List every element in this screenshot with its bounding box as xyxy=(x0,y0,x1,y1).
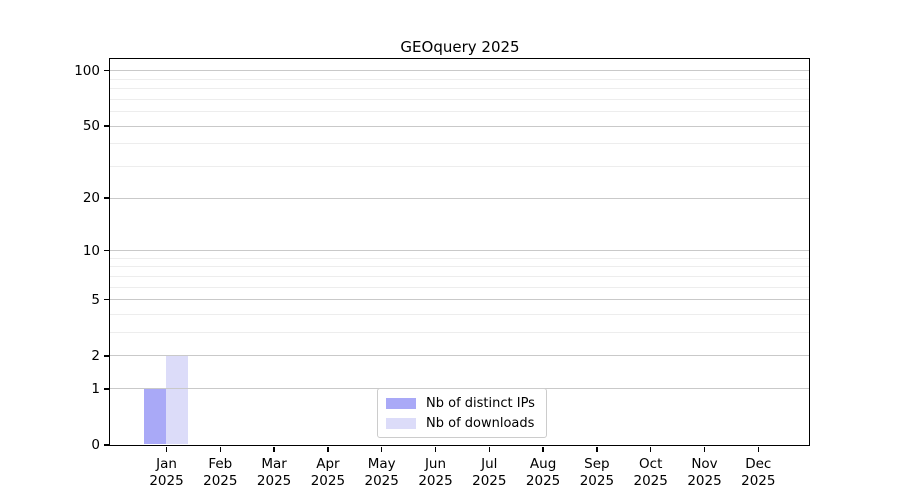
month-year: 2025 xyxy=(472,472,507,489)
gridline-minor-70 xyxy=(110,98,809,100)
y-tick-10 xyxy=(103,249,109,252)
x-tick-label-aug: Aug 2025 xyxy=(503,456,583,489)
gridline-minor-8 xyxy=(110,266,809,268)
chart-title: GEOquery 2025 xyxy=(400,38,520,56)
bar-distinct-ips-jan xyxy=(144,388,166,445)
month-name: Oct xyxy=(639,456,663,472)
x-tick-label-mar: Mar 2025 xyxy=(234,456,314,489)
x-tick-label-may: May 2025 xyxy=(342,456,422,489)
y-tick-label-5: 5 xyxy=(91,291,100,308)
month-name: Jun xyxy=(424,456,447,472)
y-tick-label-2: 2 xyxy=(91,347,100,364)
x-tick-label-dec: Dec 2025 xyxy=(718,456,798,489)
month-name: Mar xyxy=(261,456,287,472)
bar-downloads-jan xyxy=(166,355,188,445)
month-name: Aug xyxy=(529,456,557,472)
month-name: Feb xyxy=(208,456,233,472)
gridline-minor-4 xyxy=(110,313,809,315)
month-name: Dec xyxy=(745,456,772,472)
gridline-major-20 xyxy=(110,197,809,199)
x-tick-label-nov: Nov 2025 xyxy=(665,456,745,489)
x-tick-label-feb: Feb 2025 xyxy=(180,456,260,489)
gridline-minor-3 xyxy=(110,332,809,334)
x-tick-jun xyxy=(434,446,437,452)
x-tick-mar xyxy=(273,446,275,452)
legend-label-downloads: Nb of downloads xyxy=(426,415,535,431)
plot-area xyxy=(109,58,810,446)
y-tick-label-100: 100 xyxy=(74,62,100,79)
x-tick-jul xyxy=(488,446,491,452)
x-tick-may xyxy=(380,446,383,452)
y-tick-5 xyxy=(103,298,109,301)
gridline-minor-80 xyxy=(110,88,809,90)
month-year: 2025 xyxy=(203,472,238,489)
y-tick-label-0: 0 xyxy=(91,437,100,453)
month-name: Jul xyxy=(481,456,498,472)
month-year: 2025 xyxy=(364,472,399,489)
x-tick-nov xyxy=(703,446,706,452)
gridline-minor-90 xyxy=(110,78,809,80)
y-tick-20 xyxy=(103,197,109,199)
month-year: 2025 xyxy=(418,472,453,489)
x-tick-sep xyxy=(596,446,598,452)
month-year: 2025 xyxy=(741,472,776,489)
month-name: May xyxy=(367,456,396,472)
legend-entry-downloads: Nb of downloads xyxy=(386,416,538,431)
x-tick-dec xyxy=(757,446,760,452)
y-tick-label-10: 10 xyxy=(82,242,100,259)
gridline-minor-7 xyxy=(110,275,809,277)
gridline-major-2 xyxy=(110,355,809,357)
x-tick-apr xyxy=(327,446,329,452)
y-tick-label-1: 1 xyxy=(91,380,100,397)
month-name: Apr xyxy=(316,456,340,472)
month-year: 2025 xyxy=(633,472,668,489)
x-tick-label-jul: Jul 2025 xyxy=(449,456,529,489)
gridline-minor-6 xyxy=(110,286,809,288)
legend-entry-distinct-ips: Nb of distinct IPs xyxy=(386,396,538,411)
gridline-major-10 xyxy=(110,250,809,252)
month-year: 2025 xyxy=(310,472,346,489)
gridline-minor-30 xyxy=(110,166,809,167)
month-year: 2025 xyxy=(256,472,292,489)
legend-swatch-distinct-ips xyxy=(386,397,416,409)
x-tick-label-jan: Jan 2025 xyxy=(127,456,207,489)
month-year: 2025 xyxy=(687,472,722,489)
gridline-minor-60 xyxy=(110,111,809,113)
legend-label-distinct-ips: Nb of distinct IPs xyxy=(426,395,535,411)
legend: Nb of distinct IPs Nb of downloads xyxy=(377,388,547,438)
month-year: 2025 xyxy=(579,472,615,489)
month-name: Sep xyxy=(584,456,610,472)
y-tick-2 xyxy=(103,355,109,357)
x-tick-feb xyxy=(219,446,222,452)
month-name: Nov xyxy=(691,456,718,472)
gridline-minor-9 xyxy=(110,257,809,259)
x-tick-aug xyxy=(542,446,544,452)
gridline-major-5 xyxy=(110,299,809,301)
y-tick-1 xyxy=(103,388,109,390)
gridline-major-100 xyxy=(110,70,809,72)
y-tick-label-50: 50 xyxy=(82,118,100,135)
x-tick-label-jun: Jun 2025 xyxy=(396,456,476,489)
y-tick-100 xyxy=(103,69,109,72)
y-tick-label-20: 20 xyxy=(82,190,100,207)
month-name: Jan xyxy=(156,456,177,472)
x-tick-jan xyxy=(165,446,168,452)
y-tick-50 xyxy=(103,125,109,127)
y-tick-0 xyxy=(103,444,109,446)
x-tick-oct xyxy=(649,446,652,452)
x-tick-label-oct: Oct 2025 xyxy=(611,456,691,489)
month-year: 2025 xyxy=(149,472,184,489)
legend-swatch-downloads xyxy=(386,417,416,429)
gridline-minor-40 xyxy=(110,143,809,145)
month-year: 2025 xyxy=(525,472,561,489)
x-tick-label-sep: Sep 2025 xyxy=(557,456,637,489)
gridline-major-50 xyxy=(110,125,809,127)
x-tick-label-apr: Apr 2025 xyxy=(288,456,368,489)
